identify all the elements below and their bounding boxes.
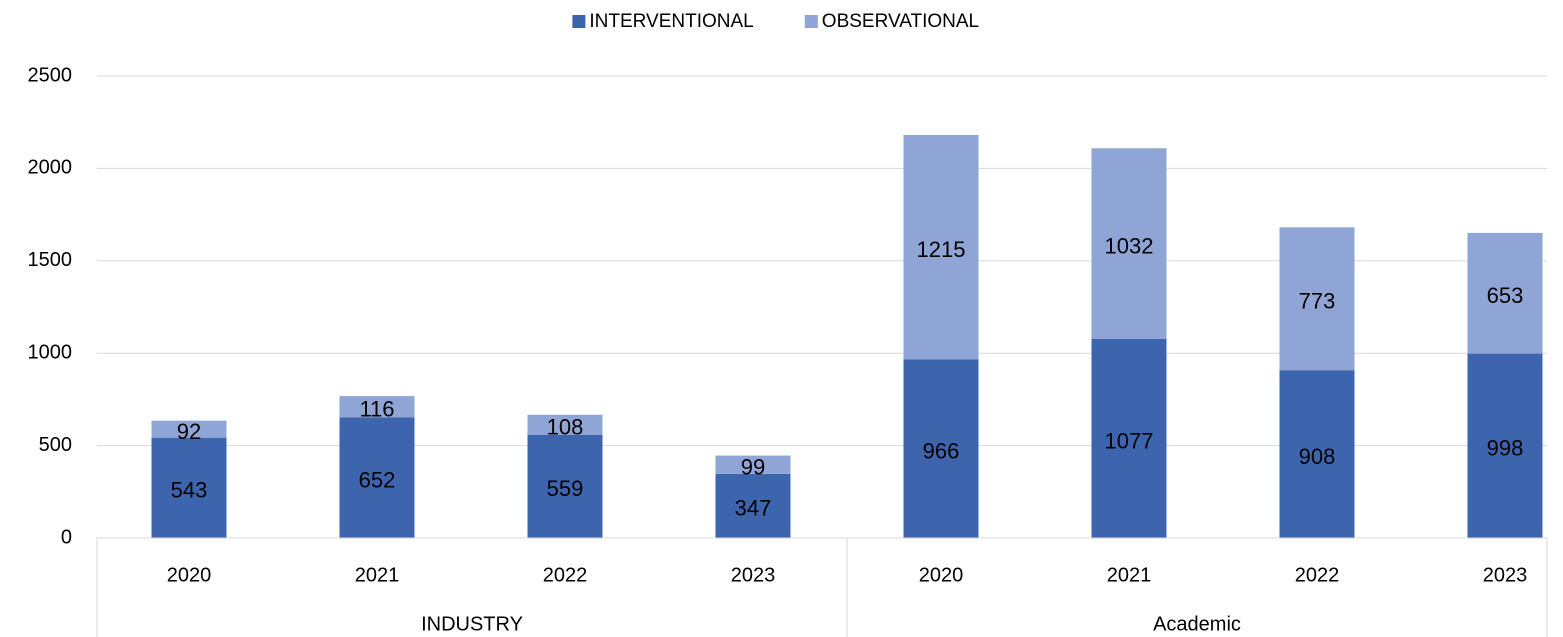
bar-segment (1091, 148, 1167, 339)
y-tick-label: 2500 (28, 64, 73, 86)
bar-segment (151, 420, 227, 438)
x-tick-label: 2023 (1483, 564, 1528, 586)
bar-segment (151, 437, 227, 538)
data-label: 773 (1299, 289, 1336, 314)
y-tick-label: 1500 (28, 249, 73, 271)
bar-segment (527, 414, 603, 435)
y-tick-label: 2000 (28, 157, 73, 179)
y-tick-label: 1000 (28, 341, 73, 363)
bar-segment (715, 473, 791, 538)
legend-swatch (572, 15, 586, 28)
data-label: 1215 (917, 237, 966, 262)
legend-label: OBSERVATIONAL (822, 11, 979, 32)
bar-segment (1091, 338, 1167, 538)
data-label: 543 (171, 478, 208, 503)
x-tick-label: 2020 (167, 564, 212, 586)
data-label: 99 (741, 455, 765, 480)
x-tick-label: 2020 (919, 564, 964, 586)
bar-segment (903, 134, 979, 360)
legend-swatch (804, 15, 818, 28)
group-label: Academic (1153, 613, 1241, 635)
group-label: INDUSTRY (421, 613, 523, 635)
bar-segment (1467, 232, 1543, 354)
data-label: 966 (923, 439, 960, 464)
x-tick-label: 2021 (355, 564, 400, 586)
x-tick-label: 2023 (731, 564, 776, 586)
data-label: 998 (1487, 436, 1524, 461)
data-label: 108 (547, 415, 584, 440)
y-tick-label: 500 (39, 434, 72, 456)
data-label: 1032 (1105, 233, 1154, 258)
bar-segment (715, 455, 791, 474)
bar-segment (527, 434, 603, 538)
bar-segment (903, 359, 979, 538)
data-label: 92 (177, 419, 201, 444)
data-label: 347 (735, 496, 772, 521)
data-label: 1077 (1105, 428, 1154, 453)
data-label: 559 (547, 476, 584, 501)
bar-segment (1279, 370, 1355, 538)
x-tick-label: 2022 (1295, 564, 1340, 586)
legend-label: INTERVENTIONAL (589, 11, 753, 32)
bar-segment (1279, 227, 1355, 371)
x-tick-label: 2021 (1107, 564, 1152, 586)
data-label: 116 (359, 397, 394, 422)
data-label: 908 (1299, 444, 1336, 469)
y-tick-label: 0 (61, 526, 72, 548)
bar-segment (339, 396, 415, 418)
x-tick-label: 2022 (543, 564, 588, 586)
data-label: 652 (359, 468, 396, 493)
data-label: 653 (1487, 283, 1524, 308)
bar-segment (1467, 353, 1543, 538)
bar-segment (339, 417, 415, 538)
